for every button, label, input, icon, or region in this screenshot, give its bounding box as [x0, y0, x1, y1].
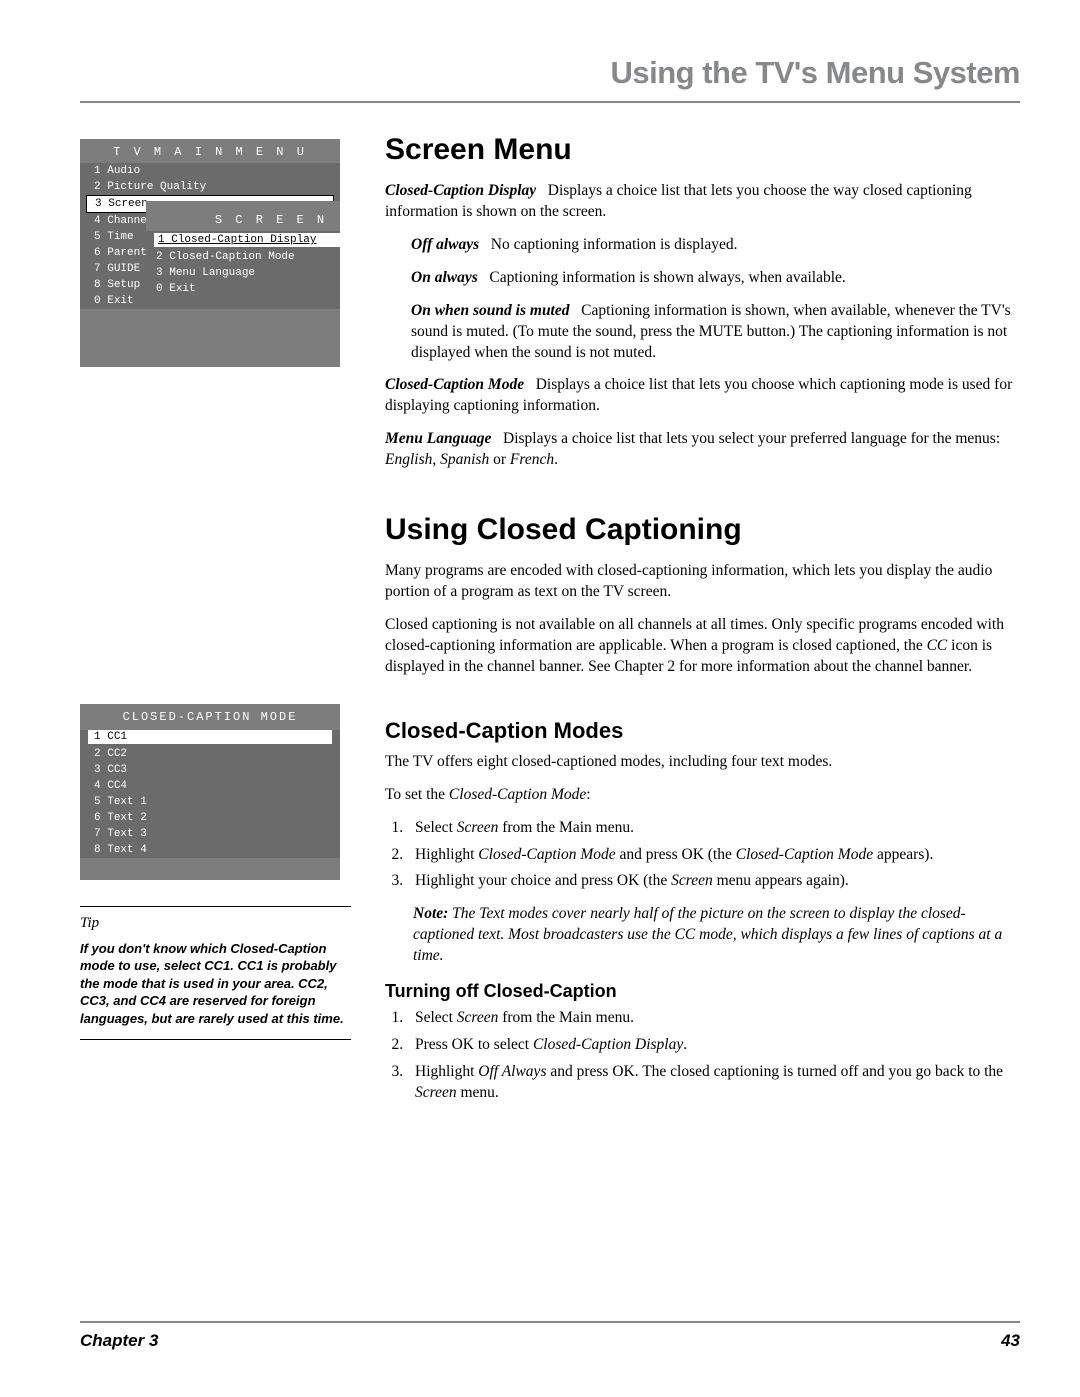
cc-mode-desc: Closed-Caption Mode Displays a choice li…	[385, 375, 1020, 417]
cc-modes-steps: Select Screen from the Main menu. Highli…	[385, 818, 1020, 893]
submenu-item-exit: 0 Exit	[146, 281, 340, 297]
cc-modes-p1: The TV offers eight closed-captioned mod…	[385, 752, 1020, 773]
page-footer: Chapter 3 43	[80, 1321, 1020, 1351]
submenu-item-cc-display: 1 Closed-Caption Display	[154, 233, 340, 247]
cc-modes-p2: To set the Closed-Caption Mode:	[385, 785, 1020, 806]
cc-modes-section: CLOSED-CAPTION MODE 1 CC1 2 CC2 3 CC3 4 …	[80, 704, 1020, 1116]
on-always-desc: On always Captioning information is show…	[385, 268, 1020, 289]
page-header: Using the TV's Menu System	[80, 55, 1020, 103]
cc-mode-title: CLOSED-CAPTION MODE	[80, 704, 340, 728]
turnoff-step-2: Press OK to select Closed-Caption Displa…	[407, 1035, 1020, 1056]
cc-mode-cc1: 1 CC1	[88, 730, 332, 744]
cc-mode-screenshot: CLOSED-CAPTION MODE 1 CC1 2 CC2 3 CC3 4 …	[80, 704, 340, 880]
footer-chapter: Chapter 3	[80, 1331, 158, 1351]
tv-main-menu-screenshot: T V M A I N M E N U 1 Audio 2 Picture Qu…	[80, 139, 340, 367]
left-column-2	[80, 513, 355, 690]
cc-mode-text1: 5 Text 1	[80, 794, 340, 810]
tip-body: If you don't know which Closed-Caption m…	[80, 940, 351, 1028]
off-always-desc: Off always No captioning information is …	[385, 235, 1020, 256]
left-column: T V M A I N M E N U 1 Audio 2 Picture Qu…	[80, 133, 355, 483]
cc-intro-p1: Many programs are encoded with closed-ca…	[385, 561, 1020, 603]
submenu-item-menu-language: 3 Menu Language	[146, 265, 340, 281]
cc-mode-text2: 6 Text 2	[80, 810, 340, 826]
cc-intro-p2: Closed captioning is not available on al…	[385, 615, 1020, 678]
footer-page: 43	[1001, 1331, 1020, 1351]
cc-mode-cc3: 3 CC3	[80, 762, 340, 778]
cc-modes-step-3: Highlight your choice and press OK (the …	[407, 871, 1020, 892]
right-column: Screen Menu Closed-Caption Display Displ…	[385, 133, 1020, 483]
cc-mode-cc2: 2 CC2	[80, 746, 340, 762]
right-column-2: Using Closed Captioning Many programs ar…	[385, 513, 1020, 690]
left-column-3: CLOSED-CAPTION MODE 1 CC1 2 CC2 3 CC3 4 …	[80, 704, 355, 1116]
cc-mode-list: 1 CC1 2 CC2 3 CC3 4 CC4 5 Text 1 6 Text …	[80, 730, 340, 858]
cc-mode-cc4: 4 CC4	[80, 778, 340, 794]
tip-title: Tip	[80, 915, 351, 932]
cc-modes-step-1: Select Screen from the Main menu.	[407, 818, 1020, 839]
cc-mode-text3: 7 Text 3	[80, 826, 340, 842]
right-column-3: Closed-Caption Modes The TV offers eight…	[385, 704, 1020, 1116]
closed-captioning-section: Using Closed Captioning Many programs ar…	[80, 513, 1020, 690]
cc-mode-text4: 8 Text 4	[80, 842, 340, 858]
tv-submenu-title: S C R E E N	[146, 209, 340, 231]
screen-menu-heading: Screen Menu	[385, 133, 1020, 167]
submenu-item-cc-mode: 2 Closed-Caption Mode	[146, 249, 340, 265]
turnoff-steps: Select Screen from the Main menu. Press …	[385, 1008, 1020, 1104]
turnoff-heading: Turning off Closed-Caption	[385, 981, 1020, 1002]
menu-language-desc: Menu Language Displays a choice list tha…	[385, 429, 1020, 471]
turnoff-step-3: Highlight Off Always and press OK. The c…	[407, 1062, 1020, 1104]
cc-modes-step-2: Highlight Closed-Caption Mode and press …	[407, 845, 1020, 866]
tv-main-menu-title: T V M A I N M E N U	[80, 139, 340, 163]
screen-menu-section: T V M A I N M E N U 1 Audio 2 Picture Qu…	[80, 133, 1020, 483]
cc-display-desc: Closed-Caption Display Displays a choice…	[385, 181, 1020, 223]
menu-item-picture-quality: 2 Picture Quality	[80, 179, 340, 195]
tv-screen-submenu: S C R E E N 1 Closed-Caption Display 2 C…	[146, 201, 340, 303]
cc-modes-note: Note: The Text modes cover nearly half o…	[385, 904, 1020, 967]
on-muted-desc: On when sound is muted Captioning inform…	[385, 301, 1020, 364]
menu-item-audio: 1 Audio	[80, 163, 340, 179]
tv-submenu-body: 1 Closed-Caption Display 2 Closed-Captio…	[146, 233, 340, 303]
cc-modes-heading: Closed-Caption Modes	[385, 718, 1020, 744]
tip-block: Tip If you don't know which Closed-Capti…	[80, 906, 351, 1041]
turnoff-step-1: Select Screen from the Main menu.	[407, 1008, 1020, 1029]
closed-captioning-heading: Using Closed Captioning	[385, 513, 1020, 547]
